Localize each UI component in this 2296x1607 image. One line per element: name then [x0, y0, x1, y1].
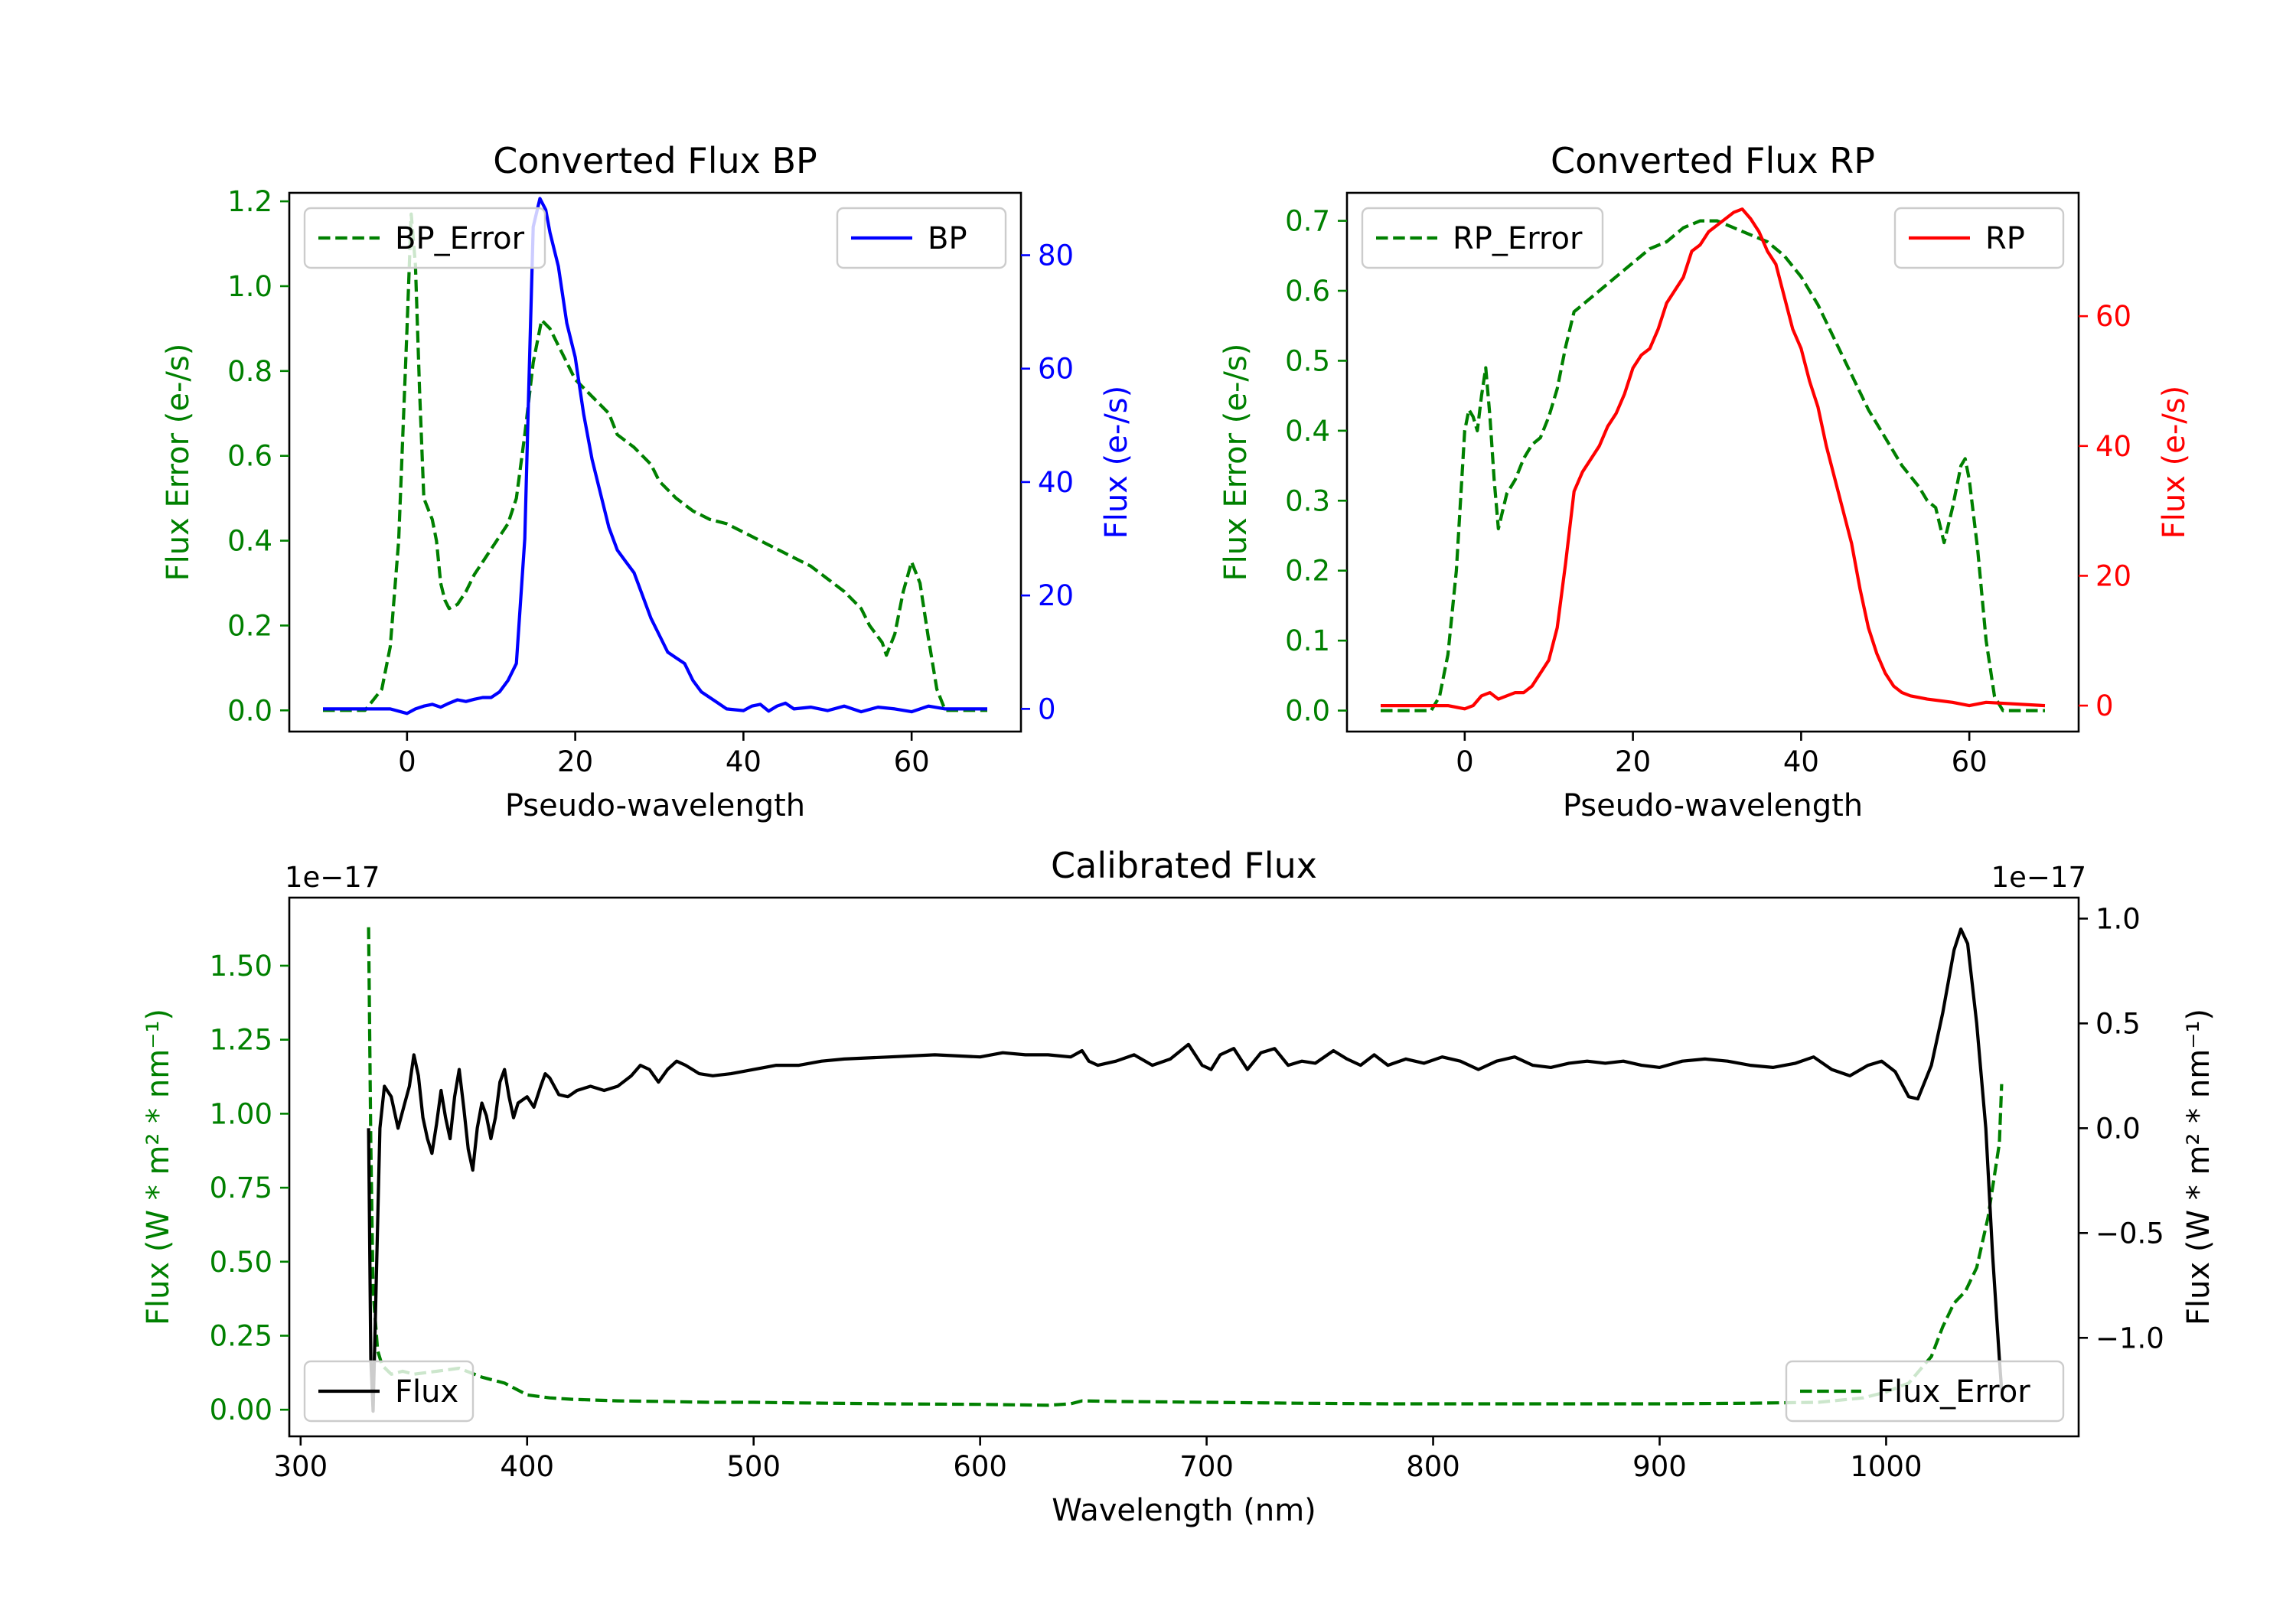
- legend-label: RP: [1985, 221, 2025, 256]
- x-tick-label: 300: [273, 1450, 328, 1483]
- y-right-tick-label: 80: [1038, 240, 1074, 272]
- y-left-tick-label: 0.6: [1285, 275, 1330, 308]
- series-rp-error: [1381, 219, 2045, 712]
- y-left-tick-label: 0.2: [227, 609, 272, 642]
- chart-title: Calibrated Flux: [1051, 845, 1317, 886]
- y-right-tick-label: −1.0: [2095, 1322, 2164, 1354]
- x-tick-label: 1000: [1850, 1450, 1922, 1483]
- y-left-tick-label: 0.4: [1285, 415, 1330, 448]
- x-tick-label: 700: [1179, 1450, 1234, 1483]
- x-tick-label: 20: [1615, 745, 1651, 778]
- y-left-tick-label: 0.00: [210, 1393, 272, 1426]
- legend-left: Flux: [303, 1360, 475, 1423]
- legend-box: [1361, 207, 1604, 269]
- y-right-tick-label: 0.5: [2095, 1007, 2141, 1040]
- chart-title: Converted Flux RP: [1551, 140, 1875, 181]
- x-tick-label: 400: [500, 1450, 554, 1483]
- y-left-tick-label: 0.7: [1285, 205, 1330, 238]
- x-axis-label: Pseudo-wavelength: [1563, 788, 1863, 823]
- y-left-tick-label: 0.50: [210, 1246, 272, 1279]
- legend-box: [303, 1360, 475, 1423]
- y-left-tick-label: 1.00: [210, 1097, 272, 1130]
- y-left-tick-label: 0.0: [1285, 695, 1330, 728]
- y-left-tick-label: 1.50: [210, 950, 272, 983]
- legend-label: Flux: [395, 1374, 458, 1410]
- axes-frame: [1345, 191, 2080, 733]
- y-right-tick-label: 40: [2095, 430, 2131, 463]
- chart-title: Converted Flux BP: [493, 140, 817, 181]
- y-left-axis-label: Flux Error (e-/s): [161, 344, 196, 582]
- x-tick-label: 20: [557, 745, 593, 778]
- legend-right: RP: [1893, 207, 2065, 269]
- y-left-tick-label: 0.4: [227, 525, 272, 558]
- x-tick-label: 600: [953, 1450, 1007, 1483]
- y-right-axis-label: Flux (e-/s): [2157, 386, 2192, 539]
- y-right-tick-label: 0: [2095, 689, 2114, 722]
- legend-box: [836, 207, 1007, 269]
- x-tick-label: 500: [726, 1450, 781, 1483]
- legend-box: [303, 207, 546, 269]
- legend-label: BP_Error: [395, 221, 525, 256]
- x-tick-label: 60: [894, 745, 930, 778]
- x-tick-label: 40: [1783, 745, 1819, 778]
- series-rp: [1381, 207, 2046, 711]
- y-left-axis-label: Flux (W * m² * nm⁻¹): [141, 1009, 176, 1325]
- legend-label: BP: [928, 221, 967, 256]
- y-left-tick-label: 0.0: [227, 694, 272, 727]
- y-left-tick-label: 1.0: [227, 270, 272, 303]
- legend-right: BP: [836, 207, 1007, 269]
- y-right-tick-label: −0.5: [2095, 1217, 2164, 1250]
- x-tick-label: 900: [1632, 1450, 1687, 1483]
- x-tick-label: 800: [1406, 1450, 1460, 1483]
- y-left-tick-label: 0.6: [227, 440, 272, 473]
- y-left-tick-label: 0.8: [227, 355, 272, 388]
- x-tick-label: 0: [398, 745, 416, 778]
- legend-label: Flux_Error: [1877, 1374, 2030, 1410]
- y-left-tick-label: 1.25: [210, 1024, 272, 1057]
- x-tick-label: 0: [1456, 745, 1474, 778]
- y-right-tick-label: 0.0: [2095, 1112, 2141, 1145]
- chart-bp: 0 20 40 60 0.0 0.2 0.4 0.6 0.8 1.0 1.2 0 20 40 60 80 Con…: [161, 140, 1134, 823]
- y-left-tick-label: 0.2: [1285, 555, 1330, 588]
- y-left-tick-label: 1.2: [227, 185, 272, 218]
- y-right-axis-label: Flux (W * m² * nm⁻¹): [2181, 1009, 2216, 1325]
- y-right-tick-label: 60: [2095, 300, 2131, 333]
- y-right-tick-label: 1.0: [2095, 902, 2141, 935]
- legend-box: [1893, 207, 2065, 269]
- y-right-tick-label: 60: [1038, 353, 1074, 386]
- y-right-tick-label: 40: [1038, 466, 1074, 499]
- axes-frame: [288, 191, 1022, 733]
- axes-frame: [288, 896, 2080, 1438]
- y-right-offset-text: 1e−17: [1991, 861, 2086, 894]
- y-right-tick-label: 0: [1038, 693, 1056, 725]
- legend-right: Flux_Error: [1785, 1360, 2065, 1423]
- x-axis-label: Wavelength (nm): [1052, 1493, 1316, 1528]
- y-left-tick-label: 0.25: [210, 1319, 272, 1352]
- legend-left: RP_Error: [1361, 207, 1604, 269]
- y-left-tick-label: 0.5: [1285, 344, 1330, 377]
- y-left-tick-label: 0.75: [210, 1172, 272, 1204]
- y-left-tick-label: 0.1: [1285, 624, 1330, 657]
- legend-box: [1785, 1360, 2065, 1423]
- y-left-axis-label: Flux Error (e-/s): [1218, 344, 1254, 582]
- chart-rp: 0 20 40 60 0.0 0.1 0.2 0.3 0.4 0.5 0.6 0.7 0 20 40 60 Co…: [1218, 140, 2192, 823]
- y-right-tick-label: 20: [1038, 579, 1074, 612]
- x-tick-label: 40: [726, 745, 762, 778]
- x-tick-label: 60: [1952, 745, 1988, 778]
- y-right-axis-label: Flux (e-/s): [1099, 386, 1134, 539]
- series-bp-error: [323, 212, 987, 712]
- series-bp: [323, 197, 987, 715]
- legend-left: BP_Error: [303, 207, 546, 269]
- series-flux: [367, 927, 2004, 1413]
- y-right-tick-label: 20: [2095, 559, 2131, 592]
- y-left-offset-text: 1e−17: [285, 861, 380, 894]
- series-flux-error: [367, 927, 2004, 1407]
- legend-label: RP_Error: [1453, 221, 1583, 256]
- chart-calibrated: 300 400 500 600 700 800 900 1000 0.00 0.25 0.50 0.7…: [141, 845, 2216, 1528]
- y-left-tick-label: 0.3: [1285, 484, 1330, 517]
- x-axis-label: Pseudo-wavelength: [505, 788, 805, 823]
